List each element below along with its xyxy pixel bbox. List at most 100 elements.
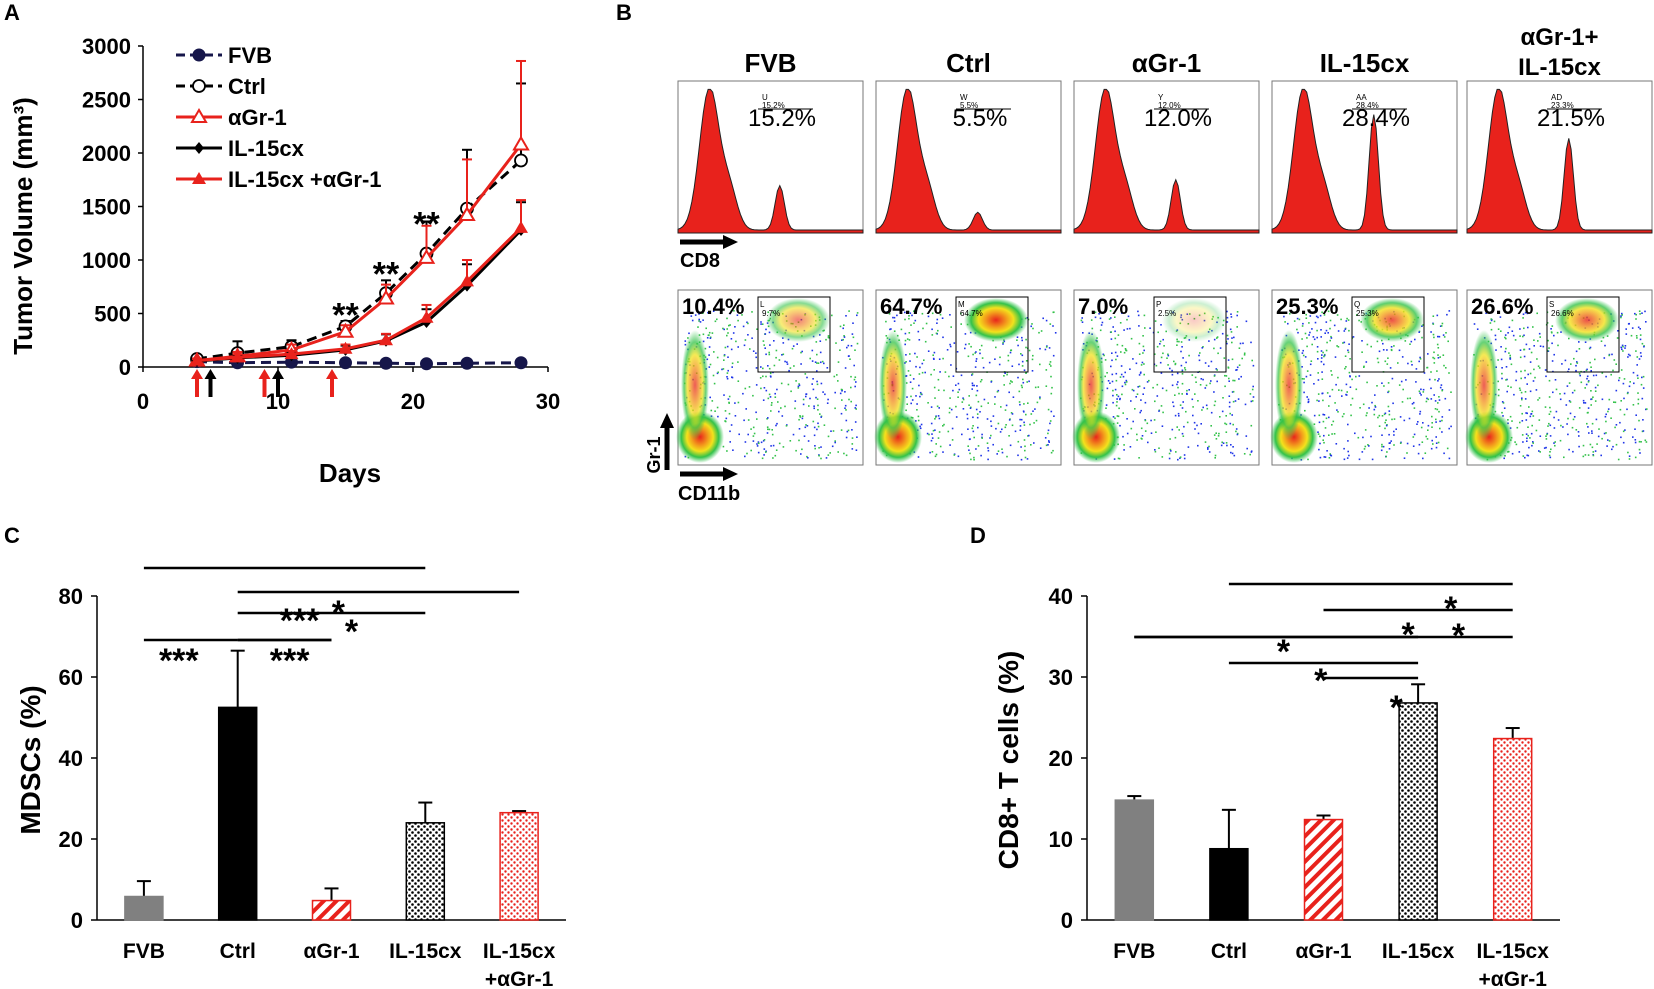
- b-scatter-dot: [1411, 364, 1413, 366]
- b-scatter-dot: [1586, 377, 1588, 380]
- b-scatter-dot: [1568, 448, 1570, 451]
- b-scatter-dot: [1640, 441, 1642, 443]
- b-scatter-dot: [1553, 334, 1555, 337]
- b-scatter-dot: [752, 440, 755, 442]
- b-scatter-dot: [843, 336, 846, 338]
- b-scatter-dot: [1179, 456, 1182, 458]
- b-scatter-dot: [918, 339, 921, 341]
- b-scatter-dot: [1621, 314, 1623, 316]
- b-scatter-dot: [1358, 319, 1360, 322]
- b-scatter-dot: [1135, 362, 1138, 365]
- b-scatter-dot: [949, 397, 951, 399]
- b-scatter-dot: [1111, 352, 1113, 354]
- b-scatter-dot: [928, 433, 930, 436]
- b-scatter-dot: [1607, 439, 1609, 441]
- b-scatter-dot: [1645, 441, 1648, 443]
- b-scatter-dot: [1532, 441, 1534, 443]
- b-scatter-dot: [1301, 338, 1303, 340]
- b-scatter-dot: [939, 313, 942, 316]
- b-scatter-dot: [1006, 455, 1008, 458]
- b-scatter-dot: [818, 447, 820, 449]
- b-scatter-dot: [1230, 451, 1232, 454]
- b-scatter-dot: [933, 369, 935, 371]
- b-scatter-dot: [962, 408, 965, 410]
- b-scatter-dot: [1050, 392, 1053, 395]
- b-scatter-dot: [1494, 334, 1497, 337]
- b-scatter-dot: [1110, 365, 1112, 368]
- b-scatter-dot: [1445, 367, 1447, 369]
- b-scatter-dot: [1371, 458, 1374, 461]
- b-scatter-dot: [844, 407, 846, 409]
- b-scatter-dot: [1195, 381, 1197, 383]
- b-scatter-dot: [1008, 419, 1011, 421]
- b-gate-name: U: [762, 93, 768, 102]
- b-scatter-dot: [1340, 318, 1342, 321]
- b-scatter-dot: [1303, 381, 1305, 384]
- b-scatter-dot: [1144, 430, 1147, 432]
- b-scatter-dot: [971, 427, 974, 430]
- b-scatter-dot: [814, 361, 817, 363]
- b-scatter-dot: [1143, 363, 1145, 365]
- b-scatter-dot: [1336, 345, 1338, 347]
- b-scatter-dot: [1117, 395, 1120, 398]
- b-scatter-dot: [1007, 359, 1010, 362]
- b-scatter-dot: [735, 340, 737, 343]
- b-scatter-dot: [1156, 395, 1159, 397]
- b-scatter-dot: [1167, 353, 1169, 356]
- b-scatter-dot: [1385, 424, 1388, 427]
- significance-label: *: [1314, 662, 1328, 700]
- b-scatter-dot: [1419, 358, 1422, 360]
- b-scatter-dot: [1317, 358, 1319, 360]
- b-scatter-dot: [1124, 348, 1127, 350]
- b-scatter-dot: [1318, 400, 1320, 402]
- b-population-gated: [964, 298, 1028, 342]
- a-legend-label: IL-15cx +αGr-1: [228, 167, 382, 192]
- b-scatter-dot: [889, 328, 891, 331]
- b-scatter-dot: [734, 415, 737, 417]
- b-scatter-dot: [930, 406, 933, 408]
- b-scatter-dot: [806, 455, 808, 458]
- b-scatter-dot: [1249, 393, 1252, 395]
- b-scatter-dot: [805, 393, 807, 395]
- b-scatter-dot: [942, 357, 944, 360]
- b-scatter-dot: [1161, 456, 1164, 458]
- b-scatter-dot: [1238, 347, 1241, 349]
- b-scatter-dot: [1226, 334, 1229, 337]
- b-scatter-dot: [1402, 388, 1404, 391]
- b-scatter-dot: [1181, 407, 1184, 409]
- b-scatter-dot: [1214, 457, 1216, 459]
- b-scatter-dot: [716, 318, 718, 321]
- b-scatter-dot: [1636, 356, 1639, 358]
- b-scatter-dot: [1198, 359, 1201, 362]
- b-scatter-dot: [1218, 432, 1220, 435]
- b-scatter-dot: [1427, 398, 1430, 401]
- b-scatter-dot: [761, 457, 764, 460]
- b-scatter-dot: [1174, 362, 1177, 365]
- b-scatter-dot: [1601, 372, 1604, 374]
- b-scatter-dot: [709, 336, 712, 339]
- b-scatter-dot: [1141, 435, 1144, 437]
- b-scatter-dot: [1341, 395, 1343, 397]
- b-scatter-dot: [1524, 391, 1527, 393]
- b-scatter-dot: [753, 432, 756, 435]
- b-scatter-dot: [1519, 335, 1521, 337]
- b-scatter-dot: [987, 458, 989, 461]
- b-scatter-dot: [1134, 408, 1136, 410]
- b-scatter-dot: [1112, 401, 1114, 404]
- b-scatter-dot: [1309, 374, 1312, 376]
- b-scatter-dot: [1511, 452, 1514, 455]
- b-scatter-dot: [1054, 332, 1057, 334]
- b-scatter-dot: [855, 404, 857, 407]
- b-scatter-dot: [1216, 380, 1218, 383]
- b-scatter-dot: [1628, 455, 1631, 457]
- b-scatter-dot: [1048, 440, 1050, 442]
- b-scatter-dot: [1108, 318, 1111, 320]
- b-scatter-dot: [726, 317, 728, 320]
- b-scatter-dot: [1585, 369, 1588, 372]
- b-scatter-dot: [1524, 311, 1527, 314]
- b-scatter-dot: [1329, 327, 1331, 330]
- b-scatter-dot: [997, 389, 1000, 392]
- b-scatter-dot: [1500, 346, 1502, 348]
- b-scatter-dot: [1504, 350, 1507, 353]
